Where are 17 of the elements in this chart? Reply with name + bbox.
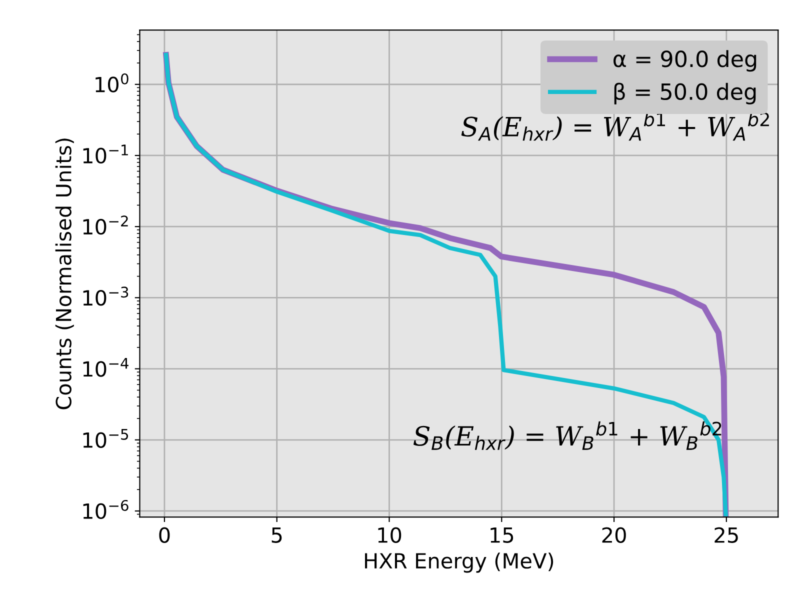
x-tick-label: 0 <box>159 527 170 543</box>
y-axis-title: Counts (Normalised Units) <box>55 138 74 410</box>
y-tick-label: 10$^{−5}$ <box>83 429 128 448</box>
y-tick-label: 10$^{−6}$ <box>83 500 128 520</box>
x-tick-label: 20 <box>602 527 626 543</box>
x-axis-title: HXR Energy (MeV) <box>365 552 554 573</box>
x-tick-label: 15 <box>490 527 514 543</box>
x-tick-label: 25 <box>714 527 738 543</box>
legend-label: β = 50.0 deg <box>614 82 756 104</box>
x-tick-label: 10 <box>378 527 402 543</box>
legend-label: α = 90.0 deg <box>614 50 756 72</box>
x-tick-label: 5 <box>272 527 282 543</box>
y-tick-label: 10$^{−4}$ <box>83 358 128 377</box>
y-tick-label: 10$^{−1}$ <box>83 144 128 164</box>
y-tick-label: 10$^{−3}$ <box>83 286 128 306</box>
y-tick-label: 10$^{0}$ <box>96 73 128 92</box>
y-tick-label: 10$^{−2}$ <box>83 216 128 235</box>
